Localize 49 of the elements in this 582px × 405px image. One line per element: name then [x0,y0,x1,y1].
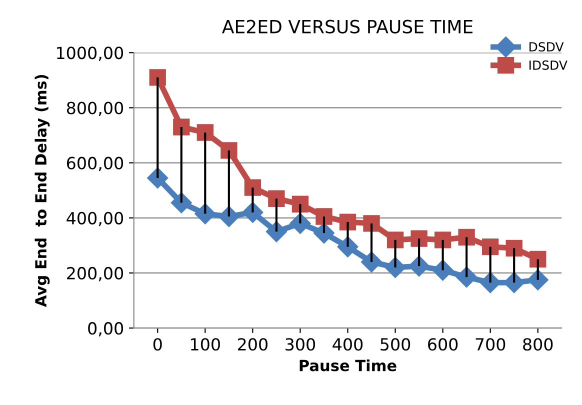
point [242,202,264,223]
point [458,228,475,246]
x-tick-label: 500 [380,338,410,351]
point [196,124,214,141]
point [173,118,190,136]
chart-title: AE2ED VERSUS PAUSE TIME [222,20,472,34]
y-tick-label: 400,00 [66,212,124,226]
x-tick-label: 600 [428,338,458,351]
y-tick-label: 600,00 [66,156,124,172]
x-tick-label: 400 [332,338,363,351]
point [432,260,454,281]
point [170,192,192,214]
point [266,221,287,242]
y-tick-label: 800,00 [66,102,124,116]
point [504,272,525,294]
point [530,250,546,268]
point [292,196,309,212]
y-tick-label: 0,00 [88,322,124,336]
point [316,208,332,225]
point [363,215,380,232]
x-tick-label: 200 [238,338,268,351]
x-tick-label: 300 [286,338,316,351]
point [339,214,356,230]
point [434,232,452,248]
point [218,206,240,228]
point [244,179,262,196]
point [482,238,499,256]
point [410,230,428,247]
x-axis-title: Pause Time [300,359,396,372]
x-tick-label: 100 [191,338,220,351]
legend-label: DSDV [530,42,564,52]
point [268,190,285,207]
x-tick-label: 700 [476,338,506,351]
y-axis-title: Avg End to End Delay (ms) [34,74,50,307]
point [456,266,478,288]
point [506,240,522,257]
point [220,142,238,159]
y-tick-label: 200,00 [67,266,124,282]
point [386,232,404,248]
point [194,203,216,224]
point [149,69,166,86]
point [408,256,430,277]
point [527,269,548,290]
x-tick-label: 800 [523,338,553,351]
x-tick-label: 0 [153,338,162,351]
point [147,167,168,188]
legend-label: IDSDV [530,60,568,70]
point [360,251,382,272]
y-tick-label: 1000,00 [57,46,124,61]
